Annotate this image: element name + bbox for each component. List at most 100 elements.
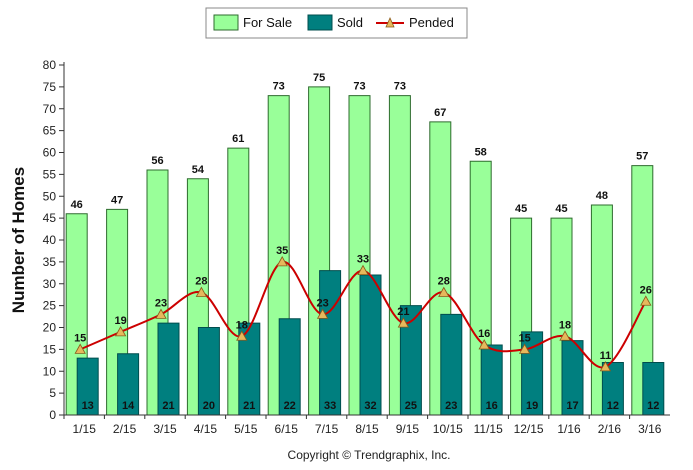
for-sale-value-label: 67: [434, 107, 446, 119]
pended-point: [155, 308, 167, 319]
legend-marker-pended: [385, 17, 395, 28]
pended-point: [599, 361, 612, 372]
pended-value-label: 18: [236, 319, 248, 331]
y-tick-label: 10: [43, 364, 57, 378]
y-tick-label: 25: [43, 299, 57, 313]
y-tick-label: 60: [43, 146, 57, 160]
sold-value-label: 20: [203, 400, 215, 412]
for-sale-value-label: 58: [475, 146, 487, 158]
pended-value-label: 28: [438, 276, 450, 288]
y-tick-label: 70: [43, 102, 57, 116]
pended-value-label: 11: [600, 350, 612, 362]
x-tick-label: 5/15: [234, 422, 258, 436]
pended-point: [559, 330, 571, 341]
pended-point: [316, 308, 329, 319]
pended-value-label: 28: [195, 276, 207, 288]
x-tick-label: 2/16: [598, 422, 622, 436]
data-labels: 46 13 47 14 56 21 54 20 61 21 73 22 75 33 73 32 73 25 67 23…: [71, 72, 660, 412]
x-tick-label: 7/15: [315, 422, 339, 436]
x-tick-label: 3/15: [153, 422, 177, 436]
x-tick-label: 2/15: [113, 422, 137, 436]
copyright-text: Copyright © Trendgraphix, Inc.: [288, 448, 451, 462]
legend: For Sale Sold Pended: [205, 7, 468, 39]
sold-value-label: 21: [162, 400, 174, 412]
pended-value-label: 15: [74, 332, 86, 344]
pended-point: [276, 256, 288, 267]
sold-bar: [319, 270, 342, 416]
y-tick-label: 40: [43, 233, 57, 247]
x-tick-label: 10/15: [433, 422, 463, 436]
sold-value-label: 33: [324, 400, 336, 412]
legend-box: [205, 7, 468, 39]
for-sale-value-label: 47: [111, 194, 123, 206]
pended-point: [195, 286, 208, 297]
for-sale-value-label: 57: [636, 151, 648, 163]
sold-value-label: 12: [607, 400, 619, 412]
pended-point: [518, 343, 531, 354]
legend-swatch-sold: [307, 14, 333, 31]
legend-swatch-for-sale: [213, 14, 239, 31]
y-tick-label: 35: [43, 255, 57, 269]
sold-value-label: 22: [284, 400, 296, 412]
sold-value-label: 16: [486, 400, 498, 412]
x-tick-label: 11/15: [474, 422, 503, 436]
pended-point: [74, 343, 86, 354]
for-sale-value-label: 46: [71, 199, 83, 211]
pended-point: [438, 286, 450, 297]
pended-value-label: 33: [357, 254, 369, 266]
legend-label-for-sale: For Sale: [243, 15, 292, 30]
sold-bar: [359, 274, 382, 416]
pended-value-label: 21: [397, 306, 409, 318]
y-tick-label: 65: [43, 124, 57, 138]
for-sale-value-label: 45: [515, 203, 527, 215]
pended-point: [114, 326, 127, 337]
pended-point: [478, 339, 490, 350]
y-tick-label: 80: [43, 58, 57, 72]
y-tick-label: 0: [49, 408, 56, 422]
for-sale-value-label: 73: [394, 81, 406, 93]
for-sale-value-label: 73: [353, 81, 365, 93]
for-sale-value-label: 45: [555, 203, 567, 215]
x-tick-label: 1/16: [557, 422, 581, 436]
y-tick-label: 30: [43, 277, 57, 291]
x-tick-label: 1/15: [73, 422, 97, 436]
x-tick-label: 12/15: [514, 422, 544, 436]
for-sale-value-label: 54: [192, 164, 205, 176]
sold-value-label: 21: [243, 400, 255, 412]
pended-value-label: 23: [155, 297, 167, 309]
sold-value-label: 32: [364, 400, 376, 412]
for-sale-value-label: 61: [232, 133, 244, 145]
for-sale-value-label: 73: [273, 81, 285, 93]
pended-value-label: 35: [276, 245, 288, 257]
pended-point: [357, 264, 369, 276]
x-tick-label: 9/15: [396, 422, 420, 436]
x-tick-label: 4/15: [194, 422, 218, 436]
for-sale-value-label: 48: [596, 190, 608, 202]
for-sale-value-label: 56: [151, 155, 163, 167]
y-axis-label: Number of Homes: [9, 167, 28, 313]
y-tick-label: 75: [43, 80, 57, 94]
pended-line: [74, 256, 652, 372]
pended-value-label: 18: [559, 319, 571, 331]
sold-value-label: 17: [566, 400, 578, 412]
x-tick-label: 3/16: [638, 422, 662, 436]
pended-value-label: 15: [518, 332, 530, 344]
x-tick-label: 8/15: [355, 422, 379, 436]
sold-value-label: 14: [122, 400, 135, 412]
pended-point: [640, 295, 652, 306]
legend-label-pended: Pended: [409, 15, 454, 30]
pended-value-label: 26: [640, 284, 652, 296]
sold-value-label: 13: [82, 400, 94, 412]
y-tick-label: 5: [49, 386, 56, 400]
y-tick-label: 55: [43, 167, 57, 181]
sold-value-label: 19: [526, 400, 538, 412]
y-tick-label: 45: [43, 211, 57, 225]
pended-value-label: 19: [114, 315, 126, 327]
pended-point: [236, 330, 248, 341]
pended-value-label: 16: [478, 328, 490, 340]
bars: [65, 86, 665, 416]
sold-value-label: 12: [647, 400, 659, 412]
x-axis: 1/15 2/15 3/15 4/15 5/15 6/15 7/15 8/15 9/15 10/1…: [63, 414, 670, 436]
pended-value-label: 23: [316, 297, 328, 309]
